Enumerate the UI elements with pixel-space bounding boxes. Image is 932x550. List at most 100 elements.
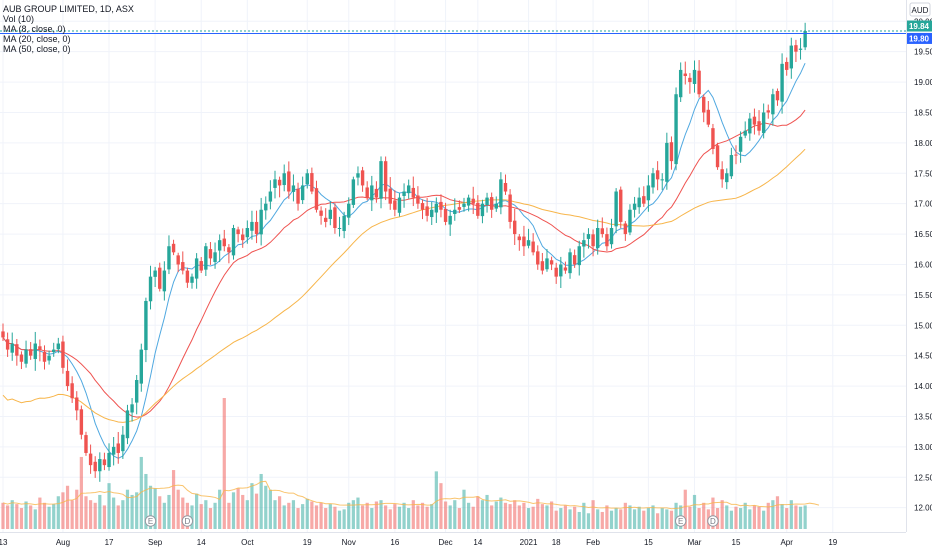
volume-bar — [692, 494, 697, 529]
candle-body — [577, 246, 581, 266]
volume-bar — [614, 508, 618, 529]
legend-volume[interactable]: Vol (10) — [3, 14, 35, 24]
volume-bar — [393, 504, 397, 529]
candle-body — [513, 220, 517, 235]
candle — [199, 257, 203, 274]
volume-bar — [540, 504, 544, 529]
candle-body — [434, 203, 439, 213]
candle-body — [217, 240, 222, 251]
candle-body — [356, 173, 360, 178]
candle-body — [144, 300, 148, 351]
volume-bar — [291, 500, 296, 529]
event-label: D — [185, 517, 191, 526]
candle-body — [411, 187, 415, 198]
volume-bar — [70, 500, 74, 529]
candle — [494, 196, 498, 212]
event-circle — [144, 515, 157, 527]
volume-bar — [19, 508, 24, 529]
candle — [158, 262, 162, 292]
candle-body — [61, 341, 65, 368]
volume-bar — [314, 505, 319, 529]
legend-ma8[interactable]: MA (8, close, 0) — [3, 24, 66, 34]
candle-body — [65, 370, 70, 387]
volume-bar — [623, 502, 627, 529]
candle-body — [199, 261, 203, 271]
volume-bar — [388, 509, 392, 529]
legend-ma50[interactable]: MA (50, close, 0) — [3, 44, 71, 54]
candle-body — [536, 251, 540, 265]
chart-title[interactable]: AUB GROUP LIMITED, 1D, ASX — [3, 4, 134, 14]
candle-body — [38, 346, 42, 350]
candle-body — [33, 343, 37, 359]
candle-body — [632, 203, 637, 210]
candle — [780, 53, 784, 114]
event-circle — [181, 515, 194, 527]
candle-body — [508, 194, 512, 222]
candle — [5, 332, 10, 357]
candle — [365, 181, 369, 201]
candle — [204, 242, 208, 277]
volume-bar — [411, 500, 415, 529]
volume-bar — [236, 488, 240, 529]
candle — [213, 242, 217, 269]
volume-bar — [407, 508, 411, 529]
candle-body — [342, 215, 346, 232]
price-tick-label: 18.50 — [914, 108, 932, 117]
candle-body — [462, 203, 466, 207]
candle — [416, 186, 420, 209]
price-tick-label: 17.50 — [914, 169, 932, 178]
volume-bar — [549, 501, 554, 529]
candle-body — [259, 209, 263, 235]
volume-bar — [397, 506, 402, 529]
volume-bar — [711, 497, 715, 529]
candle-body — [10, 343, 14, 353]
candle-body — [227, 247, 231, 253]
volume-bar — [176, 489, 180, 529]
candle-body — [397, 197, 402, 213]
candle — [476, 195, 480, 219]
candle — [383, 156, 388, 201]
volume-bar — [29, 505, 33, 529]
candle — [761, 103, 766, 139]
candle — [517, 234, 522, 251]
candle-body — [19, 354, 24, 362]
candle-body — [642, 196, 646, 204]
candle — [591, 229, 595, 257]
candle-body — [485, 197, 489, 206]
legend-ma20[interactable]: MA (20, close, 0) — [3, 34, 71, 44]
candle-body — [609, 228, 614, 245]
volume-bar — [287, 502, 291, 529]
candle-body — [729, 155, 734, 177]
candle-body — [406, 185, 411, 194]
candle-body — [655, 170, 660, 180]
volume-bar — [434, 471, 438, 529]
candle-body — [600, 228, 604, 235]
candle-body — [614, 191, 618, 227]
price-tick-label: 19.00 — [914, 78, 932, 87]
volume-bar — [766, 502, 770, 529]
candle-body — [466, 197, 471, 206]
candle — [185, 267, 190, 288]
candle-body — [540, 261, 545, 271]
last-price-tag — [907, 20, 932, 32]
volume-bar — [739, 508, 743, 529]
candle-body — [28, 349, 33, 356]
candle — [715, 142, 720, 170]
candle-body — [208, 249, 213, 259]
volume-bar — [697, 508, 701, 529]
volume-bar — [107, 483, 111, 529]
volume-ma-line — [2, 480, 820, 510]
candle-body — [374, 188, 379, 198]
volume-bar — [725, 505, 729, 529]
price-axis: 12.00 12.50 13.00 13.50 14.00 14.50 15.00 15.50… — [906, 0, 932, 550]
volume-bar — [268, 489, 272, 529]
volume-bar — [794, 505, 798, 529]
candle — [319, 206, 323, 225]
candle — [623, 221, 628, 241]
candle-body — [586, 234, 591, 239]
volume-bar — [282, 505, 286, 529]
candle-body — [448, 215, 452, 225]
candle-body — [222, 238, 226, 247]
volume-bar — [471, 506, 475, 529]
